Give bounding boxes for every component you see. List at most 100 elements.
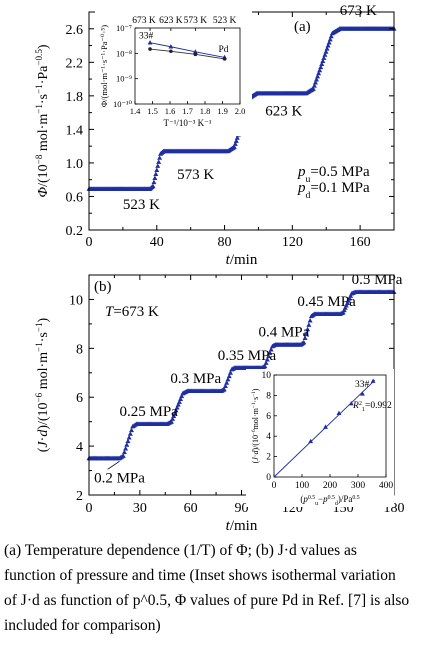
pressure-label: 0.5 MPa <box>352 272 403 288</box>
inset-point <box>308 438 314 444</box>
data-point <box>232 141 238 146</box>
inset-background <box>95 8 252 136</box>
inset-x-tick-label: 1.5 <box>147 106 158 116</box>
inset-x-tick-label: 2.0 <box>235 106 246 116</box>
data-point <box>123 445 129 451</box>
data-point <box>305 326 311 332</box>
inset-point <box>147 40 153 45</box>
data-point <box>303 331 309 336</box>
pressure-label: 0.3 MPa <box>170 371 221 387</box>
data-point <box>224 380 230 385</box>
inset-x-tick-label: 100 <box>295 481 310 491</box>
plateau-label: 673 K <box>340 3 377 19</box>
data-point <box>348 293 354 298</box>
x-axis-label: t/min <box>226 252 258 268</box>
inset-x-tick-label: 1.7 <box>182 106 193 116</box>
data-point <box>170 416 176 421</box>
data-point <box>155 163 161 168</box>
data-point <box>341 307 347 313</box>
downstream-pressure-label: pd=0.1 MPa <box>297 180 370 201</box>
inset-x-tick-label: 1.8 <box>200 106 211 116</box>
data-point <box>227 370 233 375</box>
x-tick-label: 80 <box>218 235 232 250</box>
inset-top-label: 523 K <box>213 16 237 26</box>
data-point <box>262 363 268 369</box>
inset-background <box>246 369 394 507</box>
inset-y-tick-label: 0 <box>266 473 271 483</box>
y-tick-label: 2.6 <box>66 23 84 38</box>
data-point <box>126 434 132 440</box>
inset-x-tick-label: 0 <box>272 481 277 491</box>
inset-x-tick-label: 1.9 <box>217 106 228 116</box>
data-point <box>168 419 174 424</box>
y-axis-label: Φ/(10−8 mol·m−1·s−1·Pa−0.5) <box>34 44 51 197</box>
caption-line-2: function of pressure and time (Inset sho… <box>4 567 396 584</box>
data-point <box>319 61 325 67</box>
data-point <box>328 33 334 39</box>
y-tick-label: 4 <box>76 440 83 455</box>
data-point <box>307 318 313 323</box>
data-point <box>124 442 130 447</box>
x-tick-label: 90 <box>235 501 249 516</box>
y-tick-label: 2 <box>76 489 83 504</box>
plateau-label: 623 K <box>265 103 302 119</box>
inset-point <box>323 424 328 429</box>
data-point <box>312 80 318 85</box>
data-point <box>263 360 269 365</box>
data-point <box>311 83 317 88</box>
data-point <box>317 67 323 73</box>
data-point <box>222 383 228 389</box>
y-tick-label: 6 <box>76 391 83 406</box>
data-point <box>326 39 332 45</box>
y-tick-label: 8 <box>76 342 83 357</box>
caption-line-3: of J·d as function of p^0.5, Φ values of… <box>4 592 410 609</box>
inset-series-line <box>149 42 225 58</box>
x-tick-label: 60 <box>184 501 198 516</box>
data-point <box>176 399 182 404</box>
pressure-label: 0.2 MPa <box>94 470 145 486</box>
data-point <box>318 64 324 70</box>
data-point <box>344 300 350 306</box>
pressure-label: 0.35 MPa <box>218 348 277 364</box>
y-tick-label: 0.2 <box>66 224 84 239</box>
y-tick-label: 1.0 <box>66 157 84 172</box>
inset-series-label: Pd <box>219 45 229 55</box>
inset-point <box>348 400 354 406</box>
caption-line-4: included for comparison) <box>4 617 161 634</box>
plateau-label: 573 K <box>177 167 214 183</box>
figure-caption: (a) Temperature dependence (1/T) of Φ; (… <box>4 538 444 638</box>
x-tick-label: 160 <box>350 235 371 250</box>
data-point <box>129 427 135 433</box>
data-point <box>127 431 133 436</box>
data-point <box>157 155 163 160</box>
data-point <box>325 43 331 48</box>
inset-point <box>336 410 342 416</box>
chart-panel-a: 0 40 80 120 160 0.2 0.6 1.0 1.4 1.8 2.2 2.6 t/min Φ/(… <box>34 3 397 268</box>
plateau-label: 523 K <box>123 197 160 213</box>
y-tick-label: 0.6 <box>66 190 84 205</box>
data-point <box>174 405 180 410</box>
inset-y-tick-label: 10⁻⁹ <box>116 74 132 84</box>
x-tick-label: 0 <box>86 235 93 250</box>
inset-series-line <box>150 48 225 60</box>
inset-y-tick-label: 10 <box>262 371 272 381</box>
inset-y-tick-label: 4 <box>266 432 271 442</box>
inset-y-tick-label: 10⁻⁸ <box>116 48 132 58</box>
temperature-label: T=673 K <box>105 304 159 320</box>
inset-top-label: 573 K <box>184 16 208 26</box>
y-tick-label: 10 <box>69 293 83 308</box>
panel-label: (b) <box>94 279 112 295</box>
data-point <box>310 86 316 91</box>
inset-y-tick-label: 6 <box>266 412 271 422</box>
data-point <box>173 407 179 413</box>
inset-point <box>169 49 173 54</box>
data-point <box>120 453 126 458</box>
data-point <box>154 167 160 172</box>
data-point <box>179 393 185 399</box>
inset-x-axis-label: T⁻¹/10⁻³ K⁻¹ <box>163 118 211 128</box>
data-point <box>178 396 184 401</box>
inset-point <box>148 47 152 51</box>
data-point <box>267 350 273 355</box>
x-tick-label: 0 <box>86 501 93 516</box>
